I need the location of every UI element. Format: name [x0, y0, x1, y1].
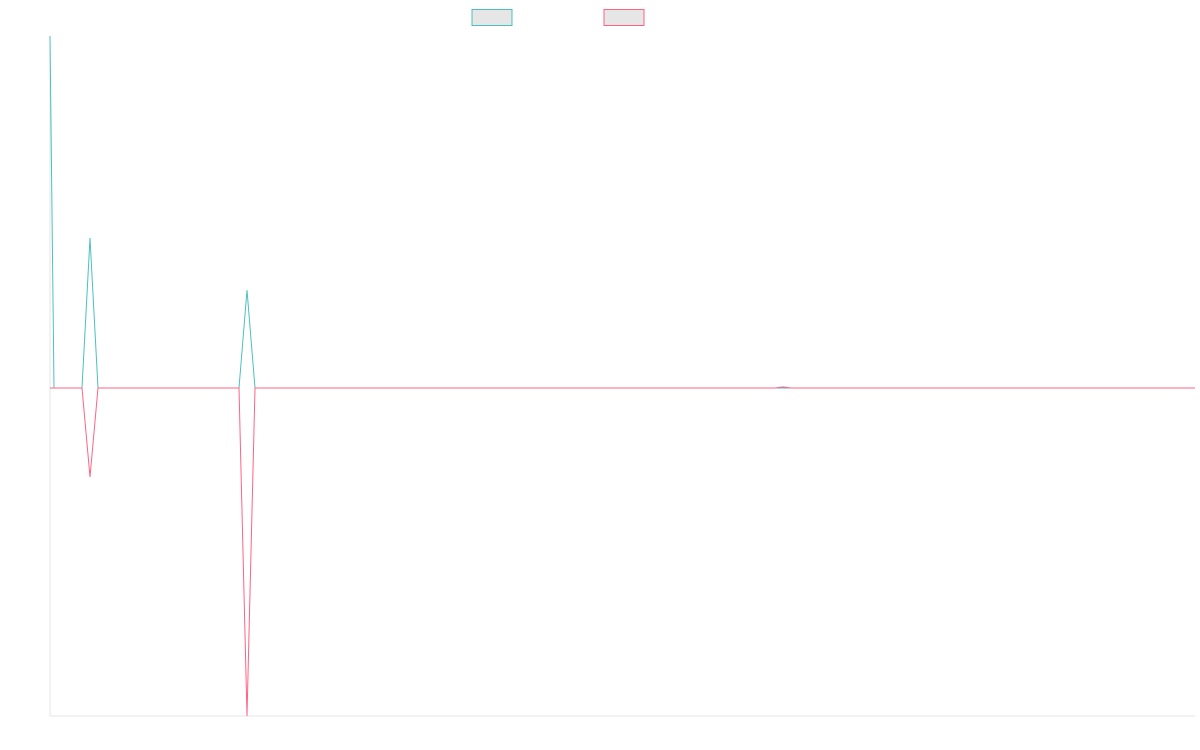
legend-swatch[interactable] — [471, 9, 513, 26]
series-line — [50, 386, 1195, 717]
legend-swatch[interactable] — [603, 9, 645, 26]
series-line — [49, 35, 1195, 389]
